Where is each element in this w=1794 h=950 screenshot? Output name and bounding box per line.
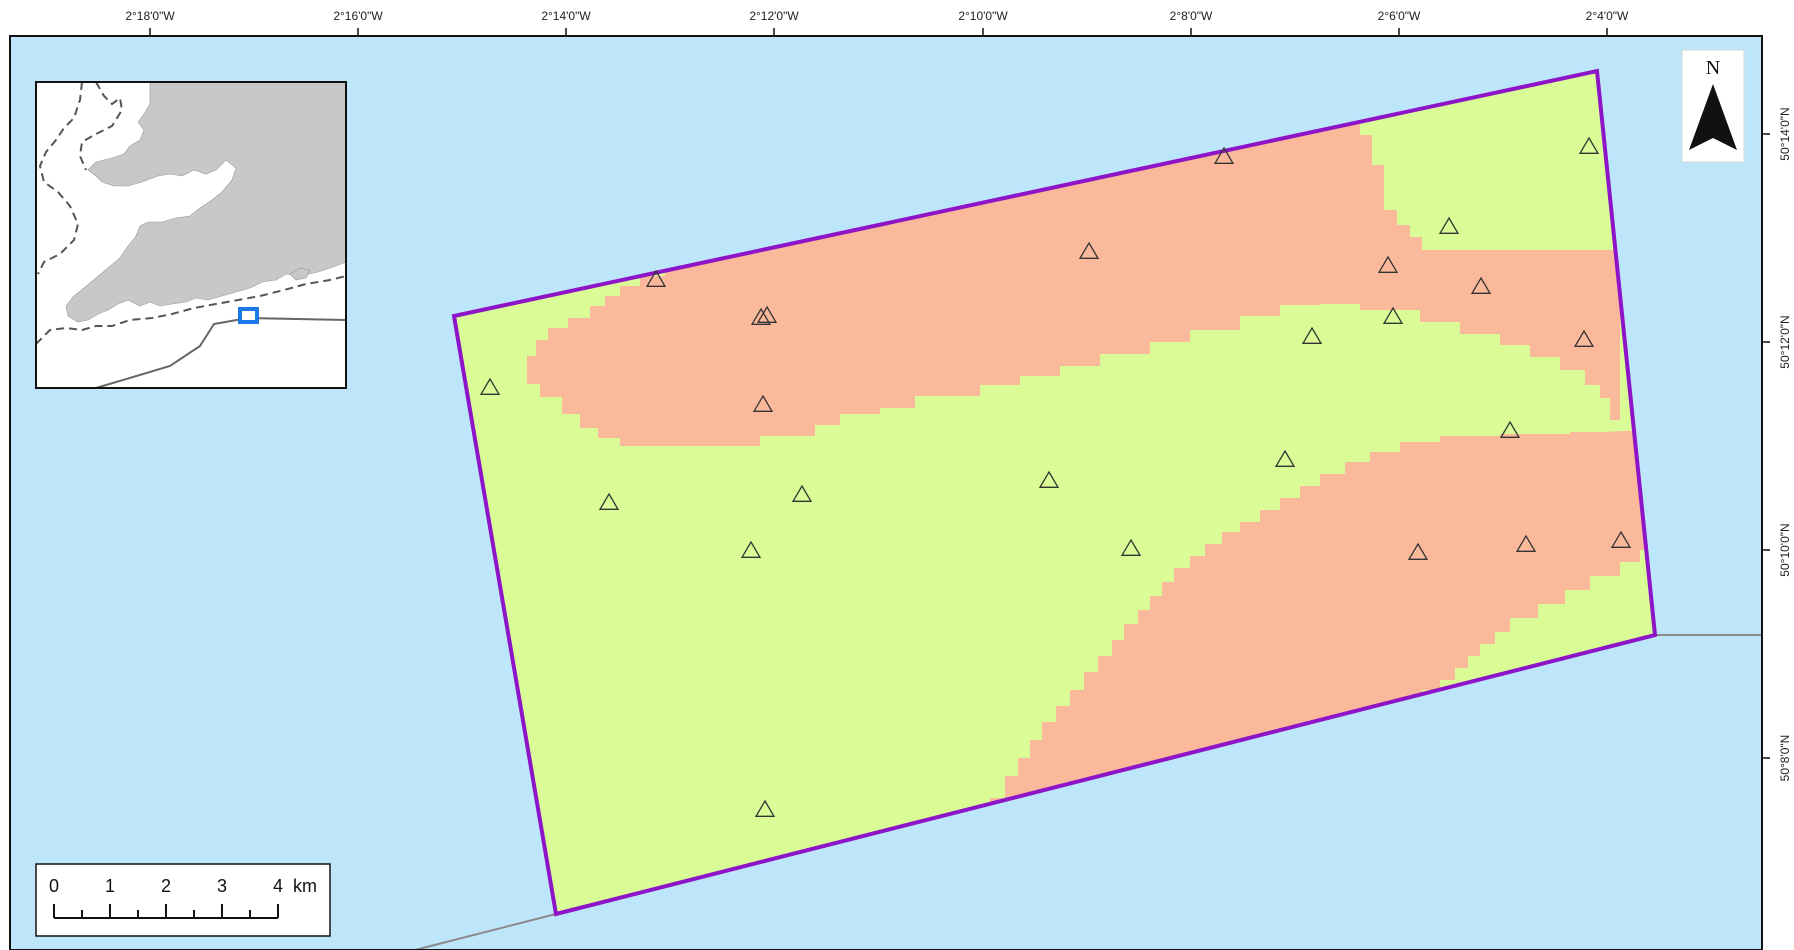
sample-station-icon [645,269,667,287]
north-label: N [1706,57,1720,79]
scale-tick-label: 1 [105,876,115,896]
sample-station-icon [1610,530,1632,548]
sample-station-icon [1377,255,1399,273]
lon-label: 2°6'0"W [1378,9,1421,23]
sample-station-icon [1470,276,1492,294]
inset-land-isle-of-wight [289,267,311,281]
sample-station-icon [1578,136,1600,154]
lon-label: 2°4'0"W [1586,9,1629,23]
sample-station-icon [1573,329,1595,347]
inset-frame [35,81,347,389]
latitude-labels: 50°14'0"N 50°12'0"N 50°10'0"N 50°8'0"N [1778,107,1792,781]
scale-bar-ruler [53,904,279,919]
scale-tick-label: 2 [161,876,171,896]
class-salmon-upper [527,120,1620,446]
lon-label: 2°16'0"W [333,9,383,23]
scale-bar-box [35,863,331,937]
survey-boundary [451,68,1658,917]
longitude-graticule [149,28,1608,36]
lon-label: 2°10'0"W [958,9,1008,23]
sample-station-icon [1407,542,1429,560]
scale-tick-label: 3 [217,876,227,896]
sample-station-icon [1499,420,1521,438]
sample-station-icon [754,799,776,817]
lon-label: 2°8'0"W [1170,9,1213,23]
lon-label: 2°18'0"W [125,9,175,23]
sample-station-icon [750,307,772,325]
lat-label: 50°14'0"N [1778,107,1792,160]
sample-station-icon [1438,216,1460,234]
inset-cable [95,317,249,388]
scale-unit: km [293,876,317,896]
sample-stations [479,136,1632,817]
inset-dashed-boundary [37,82,83,275]
sample-station-icon [1120,538,1142,556]
scale-tick-label: 0 [49,876,59,896]
sample-station-icon [1301,326,1323,344]
sample-station-icon [479,377,501,395]
sample-station-icon [756,305,778,323]
sample-station-icon [1213,146,1235,164]
lon-label: 2°14'0"W [541,9,591,23]
lon-label: 2°12'0"W [749,9,799,23]
sample-station-icon [1515,534,1537,552]
longitude-labels: 2°18'0"W 2°16'0"W 2°14'0"W 2°12'0"W 2°10… [125,9,1629,23]
sample-station-icon [1078,241,1100,259]
north-arrow-icon [1689,84,1737,150]
lat-label: 50°10'0"N [1778,523,1792,576]
sample-station-icon [1274,449,1296,467]
sample-station-icon [752,394,774,412]
scale-bar: 0 1 2 3 4 km [35,863,331,937]
inset-locator-map [35,81,347,389]
inset-land-wales-england [65,82,346,323]
inset-locator-box [238,307,259,324]
lat-label: 50°8'0"N [1778,735,1792,782]
sample-station-icon [598,492,620,510]
map-frame [9,35,1763,950]
cable-lines [414,634,1762,950]
sample-station-icon [1038,470,1060,488]
lat-label: 50°12'0"N [1778,315,1792,368]
scale-tick-label: 4 [273,876,283,896]
sample-station-icon [791,484,813,502]
north-arrow: N [1681,49,1745,163]
latitude-graticule [1762,133,1770,759]
sample-station-icon [1382,306,1404,324]
class-salmon-lower [990,430,1650,830]
sample-station-icon [740,540,762,558]
